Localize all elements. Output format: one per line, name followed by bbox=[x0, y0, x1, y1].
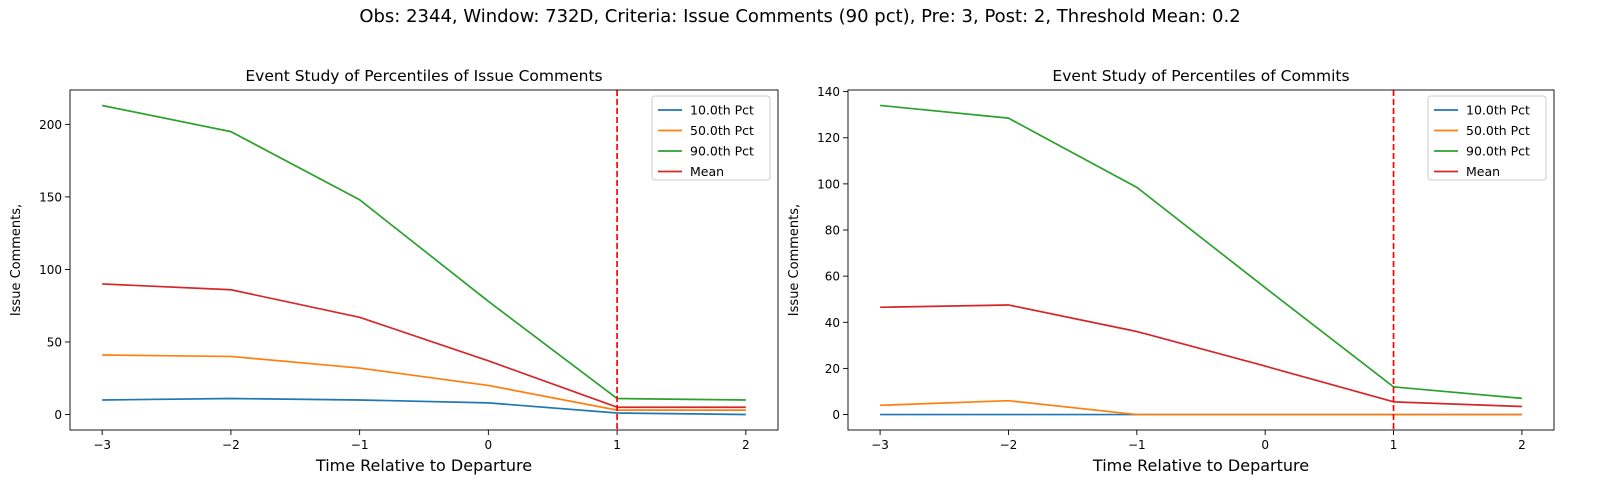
chart-2: Event Study of Percentiles of Commits Tim… bbox=[787, 67, 1555, 475]
y-tick-label: 100 bbox=[39, 263, 62, 277]
series-line-1 bbox=[102, 397, 746, 416]
legend-frame bbox=[1427, 95, 1547, 181]
x-tick-label: −3 bbox=[93, 438, 111, 452]
x-tick-label: 0 bbox=[485, 438, 493, 452]
axes-frame bbox=[69, 89, 779, 431]
series-line-3 bbox=[102, 104, 746, 401]
legend-label: 10.0th Pct bbox=[690, 103, 754, 118]
chart-title: Event Study of Percentiles of Issue Comm… bbox=[245, 67, 602, 85]
x-tick-label: 2 bbox=[1518, 438, 1526, 452]
y-tick-label: 200 bbox=[39, 118, 62, 132]
legend-label: 90.0th Pct bbox=[1466, 144, 1530, 159]
y-tick-label: 50 bbox=[47, 335, 62, 349]
y-axis-label: Issue Comments, bbox=[9, 204, 24, 316]
y-tick-label: 40 bbox=[825, 316, 840, 330]
legend-label: 50.0th Pct bbox=[690, 123, 754, 138]
x-tick-label: −2 bbox=[222, 438, 240, 452]
x-axis-label: Time Relative to Departure bbox=[315, 456, 532, 475]
y-tick-label: 100 bbox=[817, 177, 840, 191]
x-tick-label: 1 bbox=[1390, 438, 1398, 452]
legend: 10.0th Pct 50.0th Pct 90.0th Pct Mean bbox=[651, 95, 771, 181]
y-tick-label: 150 bbox=[39, 190, 62, 204]
x-tick-label: −1 bbox=[1128, 438, 1146, 452]
figure-suptitle: Obs: 2344, Window: 732D, Criteria: Issue… bbox=[359, 6, 1241, 27]
legend-frame bbox=[651, 95, 771, 181]
y-tick-label: 60 bbox=[825, 270, 840, 284]
x-tick-label: 0 bbox=[1261, 438, 1269, 452]
series-line-4 bbox=[880, 304, 1522, 408]
legend-label: Mean bbox=[690, 164, 724, 179]
y-axis-label: Issue Comments, bbox=[787, 204, 802, 316]
series-line-2 bbox=[880, 399, 1522, 416]
legend-label: 50.0th Pct bbox=[1466, 123, 1530, 138]
series-line-2 bbox=[102, 354, 746, 411]
legend-label: 10.0th Pct bbox=[1466, 103, 1530, 118]
legend: 10.0th Pct 50.0th Pct 90.0th Pct Mean bbox=[1427, 95, 1547, 181]
legend-label: 90.0th Pct bbox=[690, 144, 754, 159]
y-tick-label: 140 bbox=[817, 85, 840, 99]
y-tick-label: 20 bbox=[825, 362, 840, 376]
y-tick-label: 0 bbox=[832, 408, 840, 422]
x-tick-label: −1 bbox=[351, 438, 369, 452]
y-tick-label: 80 bbox=[825, 224, 840, 238]
x-tick-label: 1 bbox=[613, 438, 621, 452]
y-tick-label: 120 bbox=[817, 131, 840, 145]
legend-label: Mean bbox=[1466, 164, 1500, 179]
series-line-3 bbox=[880, 104, 1522, 400]
x-tick-label: −3 bbox=[871, 438, 889, 452]
axes-frame bbox=[847, 89, 1555, 431]
chart-title: Event Study of Percentiles of Commits bbox=[1052, 67, 1349, 85]
x-axis-label: Time Relative to Departure bbox=[1092, 456, 1309, 475]
x-tick-label: −2 bbox=[1000, 438, 1018, 452]
series-line-4 bbox=[102, 283, 746, 409]
y-tick-label: 0 bbox=[54, 408, 62, 422]
x-tick-label: 2 bbox=[742, 438, 750, 452]
chart-1: Event Study of Percentiles of Issue Comm… bbox=[9, 67, 779, 475]
